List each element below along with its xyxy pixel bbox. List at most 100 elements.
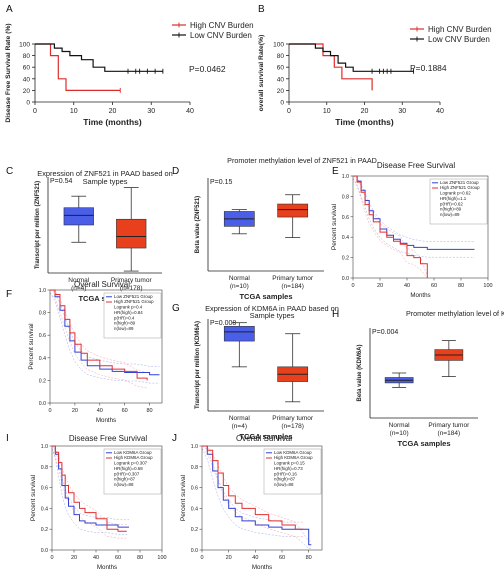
stats-line: n(high)=87 [274,477,296,482]
panel-label-g: G [172,303,180,314]
x-tick-label: 60 [431,283,437,289]
confidence-band [201,448,312,549]
km-curve-low-znf521-group [353,175,475,250]
box-body-tumor [277,203,309,218]
y-tick-label: 0.4 [191,506,198,512]
y-tick-label: 0.0 [342,276,349,282]
category-count: (n=184) [281,283,304,290]
chart-title: Promoter methylation level of KDM6A in P… [406,309,504,318]
p-value: P=0.008 [210,320,236,327]
confidence-band [51,445,129,521]
x-axis-label: Time (months) [335,117,394,127]
category-label: Primary tumor [428,422,470,429]
stats-line: Logrank p=0.62 [440,191,471,196]
panel-label-a: A [6,4,13,15]
km-curve-low-cnv [289,43,414,72]
confidence-band [352,175,428,276]
confidence-band [352,178,475,258]
legend-label: Low KDM6A Group [114,450,152,455]
legend-label: High KDM6A Group [114,455,153,460]
x-tick-label: 0 [50,555,53,561]
p-value: P=0.0462 [189,64,226,74]
y-tick-label: 0.2 [41,527,48,533]
x-tick-label: 40 [404,283,410,289]
stats-line: p(HR)=0.62 [440,201,463,206]
x-tick-label: 20 [109,108,117,115]
stats-line: HR(high)=0.84 [114,310,143,315]
panel-label-c: C [6,166,13,177]
x-axis-label: TCGA samples [397,439,450,448]
panel-label-b: B [258,4,265,15]
panel-label-f: F [6,289,12,300]
x-tick-label: 40 [252,555,258,561]
y-axis-label: Percent survival [180,474,187,521]
confidence-band [201,448,304,537]
stats-line: n(low)=89 [114,326,134,331]
legend-label: Low KDM6A Group [274,450,312,455]
y-tick-label: 80 [23,53,31,60]
legend-label: High CNV Burden [190,21,254,30]
y-tick-label: 0.0 [191,548,198,554]
y-tick-label: 0 [280,100,284,107]
y-tick-label: 0.8 [342,194,349,200]
y-tick-label: 60 [23,65,31,72]
p-value: P=0.1884 [410,63,447,73]
stats-line: Logrank p=0.307 [114,461,148,466]
x-tick-label: 20 [71,555,77,561]
stats-line: n(high)=87 [114,477,136,482]
stats-line: Logrank p=0.4 [114,305,143,310]
y-tick-label: 1.0 [342,174,349,180]
y-tick-label: 0.0 [41,548,48,554]
stats-line: HR(high)=1.1 [440,196,467,201]
confidence-band [49,292,148,389]
x-tick-label: 40 [93,555,99,561]
x-tick-label: 40 [97,408,103,414]
km-curve-high-kdm6a-group [52,445,127,532]
km-curve-low-cnv [35,43,163,72]
legend-label: Low CNV Burden [190,31,252,40]
chart-title: Overall Survival [236,434,292,443]
x-tick-label: 80 [458,283,464,289]
y-tick-label: 80 [277,53,285,60]
stats-line: HR(high)=0.68 [114,466,143,471]
y-axis-label: Percent survival [331,203,338,250]
x-tick-label: 20 [361,108,369,115]
category-count: (n=4) [232,423,247,430]
legend-box [103,292,162,339]
x-tick-label: 40 [186,108,194,115]
x-tick-label: 30 [398,108,406,115]
x-tick-label: 80 [306,555,312,561]
panel-label-d: D [172,166,179,177]
y-tick-label: 0.8 [39,311,46,317]
x-tick-label: 80 [146,408,152,414]
y-tick-label: 100 [273,42,284,49]
confidence-band [352,175,475,242]
km-curve-low-kdm6a-group [202,445,312,546]
x-tick-label: 100 [483,283,492,289]
stats-line: n(low)=88 [114,482,134,487]
y-tick-label: 1.0 [41,444,48,450]
category-count: (n=4) [71,285,86,292]
x-tick-label: 20 [377,283,383,289]
x-axis-label: Months [97,564,117,571]
y-tick-label: 0.4 [41,506,48,512]
box-body-normal [223,326,255,342]
category-label: Primary tumor [272,415,314,422]
y-axis-label: Percent survival [28,323,35,370]
x-tick-label: 0 [200,555,203,561]
y-tick-label: 0.8 [41,465,48,471]
x-tick-label: 10 [70,108,78,115]
category-count: (n=178) [120,285,143,292]
x-axis-label: Months [252,564,272,571]
plot-frame-E [352,175,489,279]
category-label: Primary tumor [272,275,314,282]
y-tick-label: 0 [26,100,30,107]
stats-line: HR(high)=0.73 [274,466,303,471]
category-label: Normal [229,275,251,282]
chart-title: Promoter methylation level of ZNF521 in … [227,156,377,165]
category-label: Normal [389,422,411,429]
chart-title: Sample types [250,311,295,320]
chart-title: Disease Free Survival [69,434,147,443]
legend-label: High ZNF521 Group [440,185,480,190]
